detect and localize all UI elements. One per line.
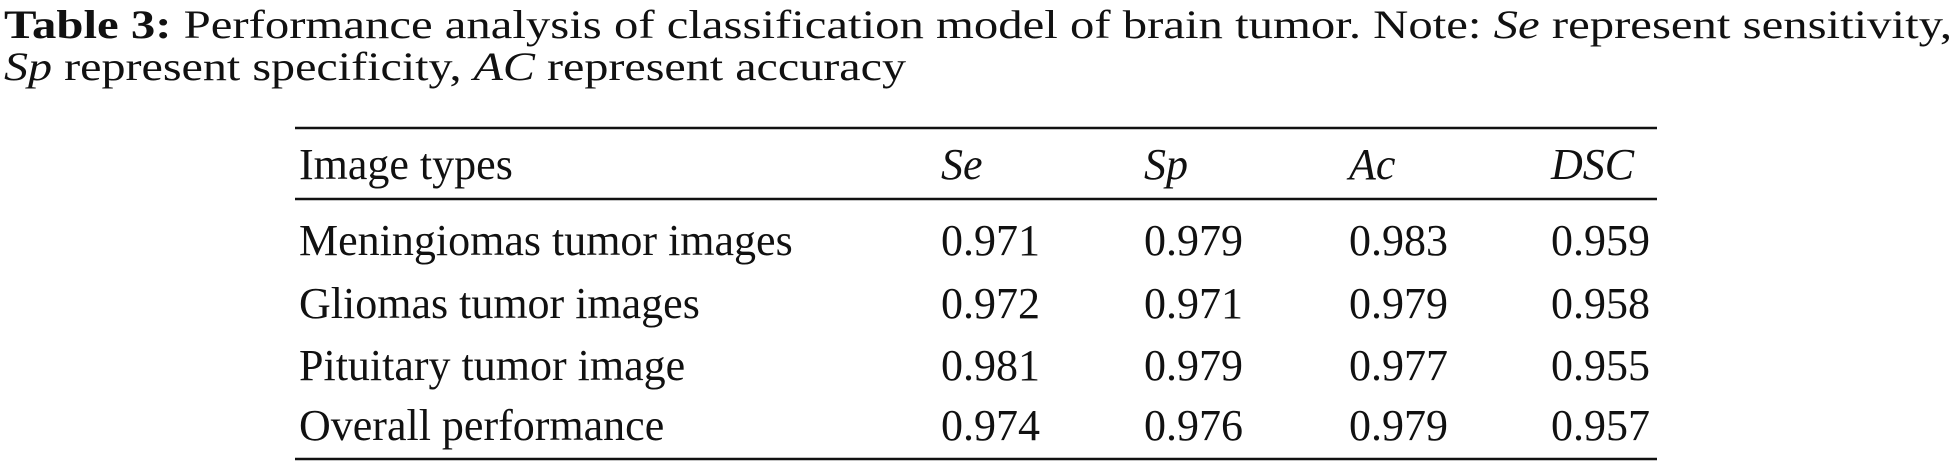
row-label: Gliomas tumor images [299, 279, 700, 328]
table-cell: 0.979 [1349, 279, 1448, 328]
table-cell: 0.955 [1551, 341, 1650, 390]
header-cell: Ac [1346, 140, 1396, 189]
caption-segment: Se [1494, 2, 1540, 47]
caption-segment: represent sensitivity, [1540, 2, 1952, 47]
header-cell: Image types [299, 140, 513, 189]
header-cell: Se [941, 140, 983, 189]
row-label: Pituitary tumor image [299, 341, 685, 390]
caption-line: Table 3: Performance analysis of classif… [4, 2, 1952, 47]
caption-segment: Table 3: [4, 2, 171, 47]
table-cell: 0.958 [1551, 279, 1650, 328]
table-cell: 0.979 [1144, 341, 1243, 390]
row-label: Overall performance [299, 401, 664, 450]
table-cell: 0.979 [1144, 216, 1243, 265]
row-label: Meningiomas tumor images [299, 216, 793, 265]
header-cell: Sp [1144, 140, 1188, 189]
table-cell: 0.971 [1144, 279, 1243, 328]
table-cell: 0.972 [941, 279, 1040, 328]
table-cell: 0.959 [1551, 216, 1650, 265]
caption-segment: AC [470, 44, 537, 89]
caption-segment: represent accuracy [535, 44, 906, 89]
table-cell: 0.957 [1551, 401, 1650, 450]
table-cell: 0.977 [1349, 341, 1448, 390]
caption-segment: Sp [4, 44, 52, 89]
table-cell: 0.983 [1349, 216, 1448, 265]
table-cell: 0.974 [941, 401, 1040, 450]
table-cell: 0.979 [1349, 401, 1448, 450]
header-cell: DSC [1550, 140, 1635, 189]
table-cell: 0.971 [941, 216, 1040, 265]
caption-segment: represent specificity, [52, 44, 473, 89]
caption-line: Sp represent specificity, AC represent a… [4, 44, 906, 89]
caption-segment: Performance analysis of classification m… [171, 2, 1493, 47]
table-cell: 0.981 [941, 341, 1040, 390]
table-cell: 0.976 [1144, 401, 1243, 450]
